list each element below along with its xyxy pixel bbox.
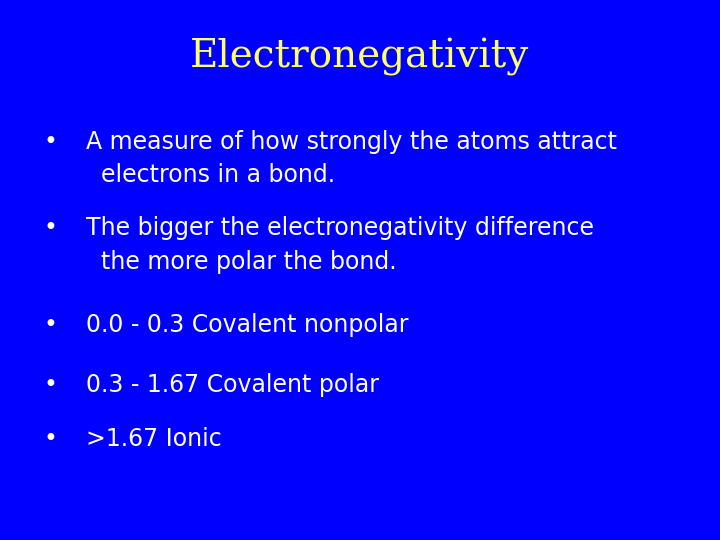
Text: A measure of how strongly the atoms attract
  electrons in a bond.: A measure of how strongly the atoms attr…	[86, 130, 618, 187]
Text: •: •	[43, 427, 58, 450]
Text: •: •	[43, 373, 58, 396]
Text: •: •	[43, 130, 58, 153]
Text: •: •	[43, 216, 58, 240]
Text: 0.0 - 0.3 Covalent nonpolar: 0.0 - 0.3 Covalent nonpolar	[86, 313, 409, 337]
Text: The bigger the electronegativity difference
  the more polar the bond.: The bigger the electronegativity differe…	[86, 216, 595, 273]
Text: Electronegativity: Electronegativity	[190, 38, 530, 76]
Text: 0.3 - 1.67 Covalent polar: 0.3 - 1.67 Covalent polar	[86, 373, 379, 396]
Text: •: •	[43, 313, 58, 337]
Text: >1.67 Ionic: >1.67 Ionic	[86, 427, 222, 450]
